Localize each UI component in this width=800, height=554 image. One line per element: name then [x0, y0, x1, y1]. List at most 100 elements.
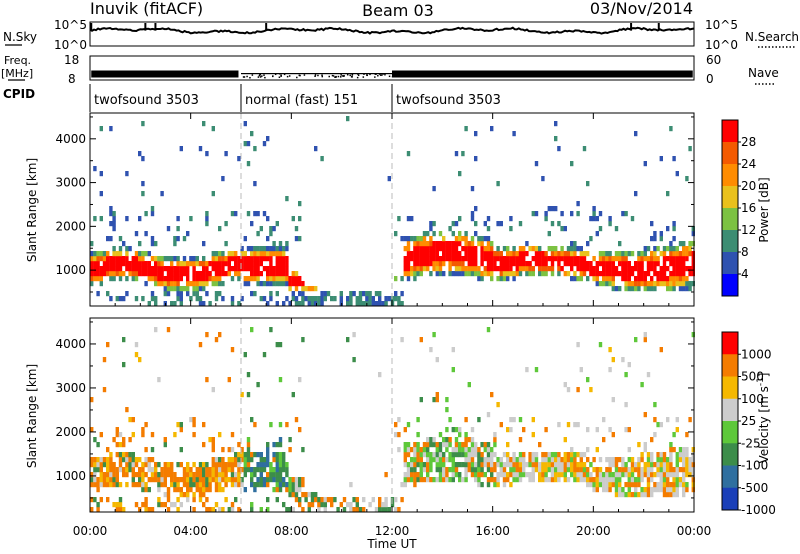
heat-cell [269, 467, 273, 473]
xtick-label-5: 20:00 [576, 524, 611, 538]
heat-cell [515, 271, 519, 277]
nave-dot [377, 74, 379, 77]
heat-cell [131, 261, 135, 267]
nave-dot [303, 74, 306, 76]
heat-cell [486, 467, 491, 473]
heat-cell [99, 281, 103, 287]
heat-cell [410, 462, 414, 468]
heat-cell [282, 457, 286, 463]
heat-cell [637, 266, 641, 272]
heat-cell [272, 251, 276, 257]
heat-cell [266, 136, 270, 142]
nave-right-tick-bottom: 0 [706, 72, 714, 86]
heat-cell [253, 251, 257, 257]
heat-cell [256, 251, 260, 257]
heat-cell [275, 261, 279, 267]
heat-cell [477, 236, 481, 242]
heat-cell [326, 497, 331, 503]
heat-cell [672, 156, 676, 162]
heat-cell [659, 487, 663, 493]
heat-cell [291, 492, 295, 498]
heat-cell [141, 251, 145, 257]
heat-cell [230, 447, 235, 453]
nave-dot [391, 75, 394, 78]
heat-cell [438, 261, 443, 267]
heat-cell [682, 251, 686, 257]
heat-cell [691, 261, 695, 267]
heat-cell [99, 457, 103, 463]
heat-cell [646, 286, 651, 292]
heat-cell [531, 256, 535, 262]
heat-cell [515, 477, 519, 483]
heat-cell [163, 477, 167, 483]
heat-cell [429, 271, 433, 277]
heat-cell [400, 497, 404, 503]
heat-cell [262, 246, 267, 252]
heat-cell [531, 477, 535, 483]
heat-cell [266, 251, 270, 257]
noise-right-tick-top: 10^5 [705, 18, 738, 32]
heat-cell [250, 271, 254, 277]
heat-cell [643, 271, 647, 277]
heat-cell [445, 472, 449, 478]
heat-cell [438, 241, 443, 247]
heat-cell [541, 477, 545, 483]
heat-cell [483, 442, 487, 448]
heat-cell [643, 281, 647, 287]
heat-cell [102, 462, 107, 468]
heat-cell [464, 462, 468, 468]
heat-cell [115, 482, 119, 488]
heat-cell [301, 286, 305, 292]
heat-cell [304, 286, 308, 292]
heat-cell [509, 216, 513, 222]
heat-cell [474, 231, 478, 237]
nave-dot [374, 76, 376, 78]
heat-cell [592, 477, 596, 483]
heat-cell [154, 241, 158, 247]
heat-cell [448, 266, 452, 272]
heat-cell [656, 256, 660, 262]
heat-cell [275, 342, 279, 348]
heat-cell [627, 276, 631, 282]
heat-cell [294, 296, 299, 302]
heat-cell [298, 377, 302, 383]
heat-cell [106, 447, 110, 453]
heat-cell [112, 256, 116, 262]
nave-dot [286, 75, 289, 78]
heat-cell [278, 472, 283, 478]
heat-cell [531, 457, 535, 463]
heat-cell [474, 477, 478, 483]
heat-cell [170, 482, 174, 488]
heat-cell [339, 291, 343, 297]
heat-cell [115, 442, 119, 448]
heat-cell [272, 276, 276, 282]
heat-cell [179, 291, 183, 297]
heat-cell [154, 472, 158, 478]
heat-cell [595, 427, 599, 433]
heat-cell [275, 271, 279, 277]
cbar-swatch-4 [722, 208, 738, 231]
heat-cell [237, 271, 241, 277]
heat-cell [128, 452, 132, 458]
heat-cell [125, 462, 129, 468]
heat-cell [403, 447, 407, 453]
heat-cell [627, 286, 631, 292]
heat-cell [221, 176, 225, 182]
heat-cell [269, 251, 273, 257]
heat-cell [611, 286, 615, 292]
heat-cell [320, 502, 324, 508]
heat-cell [429, 347, 433, 353]
heat-cell [141, 156, 145, 162]
heat-cell [269, 327, 273, 333]
heat-cell [634, 337, 638, 343]
heat-cell [637, 467, 641, 473]
nave-label: Nave [748, 66, 779, 80]
heat-cell [605, 487, 609, 493]
heat-cell [678, 286, 683, 292]
heat-cell [470, 452, 475, 458]
heat-cell [176, 497, 180, 503]
heat-cell [266, 482, 270, 488]
cbar-swatch-2 [722, 164, 738, 187]
heat-cell [531, 467, 535, 473]
